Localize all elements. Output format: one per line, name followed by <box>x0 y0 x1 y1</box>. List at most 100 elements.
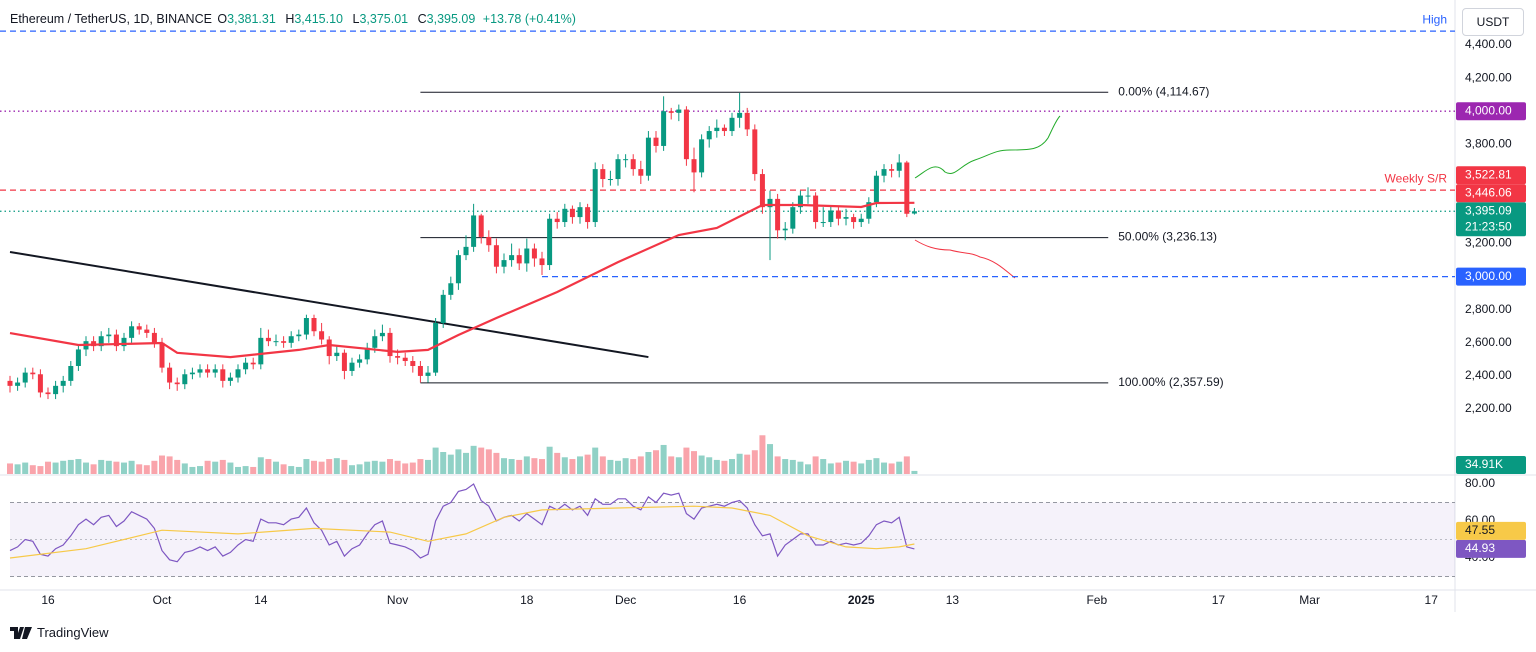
volume-bar <box>561 457 568 474</box>
candle-body <box>402 357 408 362</box>
candle-body <box>813 195 819 223</box>
volume-bar <box>584 454 591 474</box>
x-tick-label: Feb <box>1086 593 1107 607</box>
volume-bar <box>858 463 865 474</box>
volume-bar <box>713 459 720 474</box>
candle-body <box>782 228 788 231</box>
volume-bar <box>485 449 492 474</box>
currency-button[interactable]: USDT <box>1462 8 1524 36</box>
brand-name: TradingView <box>37 625 109 640</box>
volume-bar <box>440 452 447 474</box>
candle-body <box>311 318 317 332</box>
volume-bar <box>805 464 812 474</box>
volume-bar <box>212 461 219 474</box>
candle-body <box>417 365 423 376</box>
candle-body <box>212 369 218 373</box>
volume-bar <box>45 461 52 474</box>
candle-body <box>296 334 302 337</box>
volume-bar <box>531 458 538 474</box>
price-label: 3,522.81 <box>1465 167 1512 181</box>
volume-bar <box>911 470 918 474</box>
price-label: 3,000.00 <box>1465 269 1512 283</box>
volume-bar <box>599 456 606 474</box>
volume-bar <box>455 449 462 474</box>
candle-body <box>15 382 21 386</box>
price-label-box <box>1456 184 1526 203</box>
volume-bar <box>288 466 295 474</box>
candle-body <box>478 215 484 237</box>
candle-body <box>341 352 347 371</box>
volume-bar <box>409 462 416 474</box>
ohlc-key: H <box>285 12 295 26</box>
candle-body <box>759 174 765 208</box>
volume-bar <box>797 461 804 474</box>
ohlc-value: 3,381.31 <box>227 12 276 26</box>
volume-bar <box>850 461 857 474</box>
candle-body <box>516 255 522 264</box>
volume-bar <box>394 460 401 474</box>
x-tick-label: Dec <box>615 593 636 607</box>
brand-logo <box>10 626 32 639</box>
candle-body <box>463 246 469 256</box>
fib-label: 50.00% (3,236.13) <box>1118 230 1217 244</box>
volume-bar <box>379 461 386 474</box>
volume-bar <box>371 460 378 474</box>
price-change: +13.78 (+0.41%) <box>482 12 576 26</box>
volume-bar <box>14 464 21 474</box>
x-tick-label: 17 <box>1212 593 1226 607</box>
x-tick-label: 17 <box>1425 593 1439 607</box>
volume-bar <box>235 466 242 474</box>
candle-body <box>493 245 499 267</box>
volume-bar <box>683 447 690 474</box>
volume-bar <box>333 458 340 474</box>
volume-bar <box>827 463 834 474</box>
candle-body <box>129 326 135 338</box>
candle-body <box>775 198 781 231</box>
volume-bar <box>653 450 660 474</box>
candle-body <box>531 248 537 259</box>
candle-body <box>911 211 917 214</box>
volume-bar <box>470 445 477 474</box>
volume-bar <box>881 462 888 474</box>
ohlc-key: C <box>417 12 427 26</box>
volume-bar <box>197 466 204 474</box>
candle-body <box>714 127 720 132</box>
volume-bar <box>622 458 629 474</box>
countdown-label: 21:23:50 <box>1465 219 1512 233</box>
volume-bar <box>721 460 728 474</box>
candle-body <box>372 336 378 348</box>
volume-bar <box>273 461 280 474</box>
candle-body <box>828 210 834 223</box>
volume-bar <box>668 456 675 474</box>
volume-bar <box>349 465 356 474</box>
candle-body <box>334 352 340 357</box>
volume-bar <box>615 460 622 474</box>
ohlc-value: 3,415.10 <box>294 12 344 26</box>
candle-body <box>159 342 165 368</box>
candle-body <box>106 334 112 337</box>
x-tick-label: 16 <box>733 593 747 607</box>
bullish-projection <box>914 115 1061 179</box>
volume-bar <box>37 466 44 474</box>
footer: TradingView <box>10 625 109 640</box>
candle-body <box>554 218 560 223</box>
candle-body <box>60 380 66 386</box>
candle-body <box>623 159 629 161</box>
fib-label: 0.00% (4,114.67) <box>1118 84 1209 98</box>
candle-body <box>235 369 241 378</box>
volume-bar <box>865 459 872 474</box>
volume-bar <box>280 464 287 474</box>
volume-bar <box>402 463 409 474</box>
candle-body <box>113 334 119 347</box>
candle-body <box>197 369 203 373</box>
price-label: 44.93 <box>1465 541 1495 555</box>
volume-bar <box>637 456 644 474</box>
price-label-box <box>1456 267 1526 286</box>
volume-bar <box>523 456 530 474</box>
volume-bar <box>311 460 318 474</box>
y-tick-label: 3,200.00 <box>1465 236 1512 250</box>
volume-bar <box>782 459 789 474</box>
volume-bar <box>896 461 903 474</box>
candle-body <box>607 179 613 181</box>
